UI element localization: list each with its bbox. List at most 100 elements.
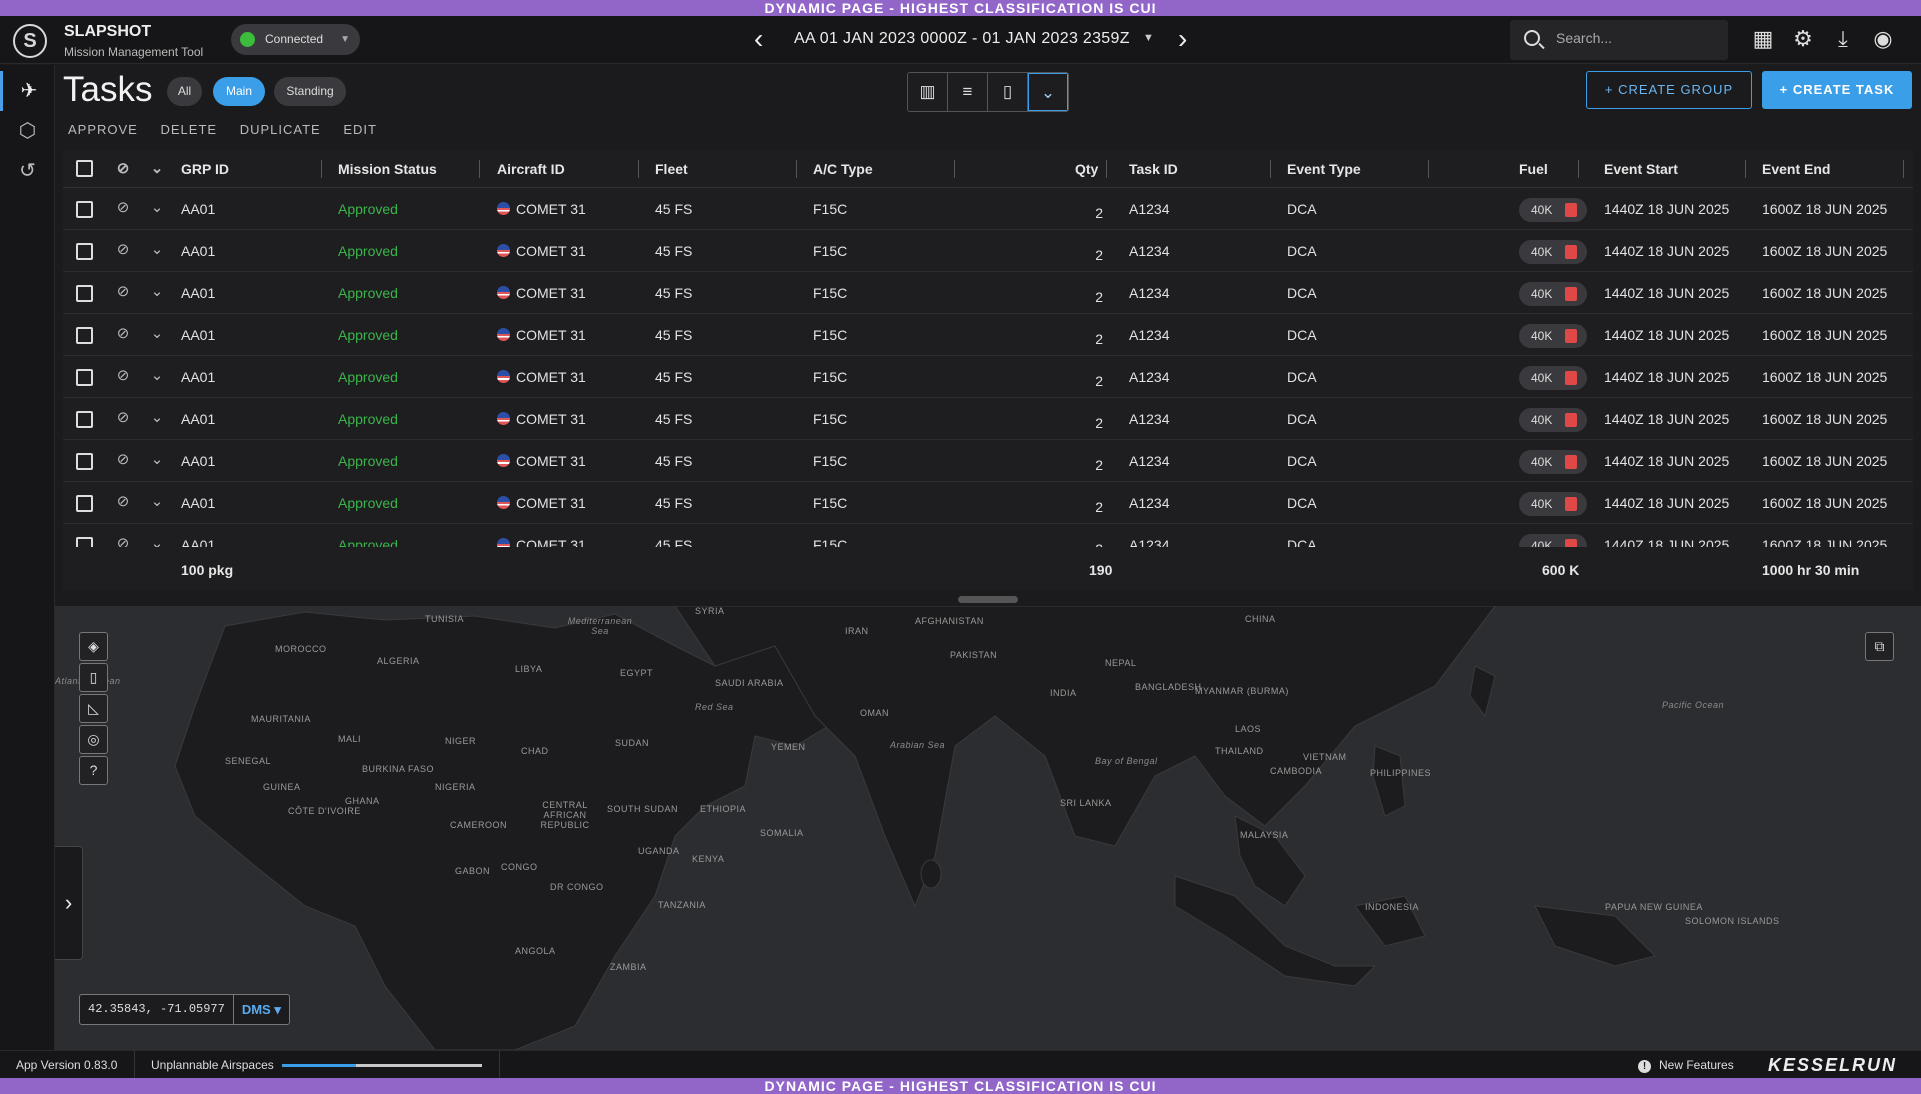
search-input[interactable]	[1556, 30, 1716, 46]
fuel-badge[interactable]: 40K	[1519, 408, 1587, 432]
chevron-down-icon[interactable]: ⌄	[150, 451, 164, 468]
expand-all-icon[interactable]: ⌄	[150, 160, 164, 177]
row-checkbox[interactable]	[76, 369, 93, 386]
no-map-icon[interactable]: ⊘	[116, 283, 130, 300]
table-row[interactable]: ⊘ ⌄ AA01 Approved COMET 31 45 FS F15C 2 A1234 DCA…	[63, 356, 1913, 398]
account-icon[interactable]: ◉	[1873, 26, 1893, 51]
network-icon[interactable]: ⬡	[18, 120, 37, 142]
radar-icon[interactable]: ◎	[79, 725, 108, 754]
date-previous-button[interactable]: ‹	[754, 23, 764, 54]
table-row[interactable]: ⊘ ⌄ AA01 Approved COMET 31 45 FS F15C 2 A1234 DCA…	[63, 314, 1913, 356]
map-view-icon[interactable]: ▯	[988, 73, 1028, 111]
approve-button[interactable]: APPROVE	[68, 122, 138, 137]
col-qty[interactable]: Qty	[1075, 161, 1099, 177]
no-map-icon[interactable]: ⊘	[116, 160, 130, 177]
help-icon[interactable]: ?	[79, 756, 108, 785]
no-map-icon[interactable]: ⊘	[116, 493, 130, 510]
history-icon[interactable]: ↺	[19, 160, 36, 182]
row-checkbox[interactable]	[76, 537, 93, 547]
filter-all[interactable]: All	[167, 77, 202, 106]
table-row[interactable]: ⊘ ⌄ AA01 Approved COMET 31 45 FS F15C 2 A1234 DCA…	[63, 482, 1913, 524]
col-fuel[interactable]: Fuel	[1519, 161, 1548, 177]
filter-main[interactable]: Main	[213, 77, 265, 106]
col-event-end[interactable]: Event End	[1762, 161, 1831, 177]
chevron-down-icon[interactable]: ⌄	[1028, 73, 1068, 111]
filter-standing[interactable]: Standing	[274, 77, 346, 106]
table-row[interactable]: ⊘ ⌄ AA01 Approved COMET 31 45 FS F15C 2 A1234 DCA…	[63, 440, 1913, 482]
expand-drawer-button[interactable]: ›	[55, 846, 83, 960]
row-checkbox[interactable]	[76, 495, 93, 512]
apps-grid-icon[interactable]: ▦	[1752, 26, 1774, 51]
no-map-icon[interactable]: ⊘	[116, 199, 130, 216]
map-icon[interactable]: ▯	[79, 663, 108, 692]
chevron-down-icon[interactable]: ⌄	[150, 283, 164, 300]
date-range-selector[interactable]: AA 01 JAN 2023 0000Z - 01 JAN 2023 2359Z	[794, 30, 1130, 47]
chevron-down-icon[interactable]: ⌄	[150, 241, 164, 258]
row-checkbox[interactable]	[76, 285, 93, 302]
chevron-down-icon[interactable]: ⌄	[150, 325, 164, 342]
row-checkbox[interactable]	[76, 201, 93, 218]
fuel-badge[interactable]: 40K	[1519, 240, 1587, 264]
table-row[interactable]: ⊘ ⌄ AA01 Approved COMET 31 45 FS F15C 2 A1234 DCA…	[63, 188, 1913, 230]
row-checkbox[interactable]	[76, 453, 93, 470]
fuel-pump-icon	[1565, 245, 1577, 259]
chevron-down-icon[interactable]: ⌄	[150, 409, 164, 426]
no-map-icon[interactable]: ⊘	[116, 241, 130, 258]
download-icon[interactable]: ⤓	[1838, 26, 1848, 51]
col-fleet[interactable]: Fleet	[655, 161, 688, 177]
map-panel[interactable]: TUNISIA Mediterranean Sea SYRIA IRAN AFGHANI…	[55, 606, 1921, 1050]
col-task-id[interactable]: Task ID	[1129, 161, 1178, 177]
col-event-start[interactable]: Event Start	[1604, 161, 1678, 177]
connection-status-dropdown[interactable]: Connected ▼	[231, 24, 360, 55]
duplicate-button[interactable]: DUPLICATE	[239, 122, 321, 137]
chevron-down-icon[interactable]: ⌄	[150, 367, 164, 384]
fuel-badge[interactable]: 40K	[1519, 198, 1587, 222]
table-row[interactable]: ⊘ ⌄ AA01 Approved COMET 31 45 FS F15C 2 A1234 DCA…	[63, 524, 1913, 547]
gear-icon[interactable]: ⚙	[1793, 26, 1813, 51]
row-checkbox[interactable]	[76, 243, 93, 260]
chevron-down-icon[interactable]: ⌄	[150, 199, 164, 216]
table-row[interactable]: ⊘ ⌄ AA01 Approved COMET 31 45 FS F15C 2 A1234 DCA…	[63, 398, 1913, 440]
chevron-down-icon[interactable]: ⌄	[150, 493, 164, 510]
row-checkbox[interactable]	[76, 327, 93, 344]
fuel-badge[interactable]: 40K	[1519, 492, 1587, 516]
fuel-badge[interactable]: 40K	[1519, 450, 1587, 474]
layers-icon[interactable]: ◈	[79, 632, 108, 661]
date-next-button[interactable]: ›	[1178, 23, 1188, 54]
row-checkbox[interactable]	[76, 411, 93, 428]
edit-button[interactable]: EDIT	[343, 122, 377, 137]
fuel-badge[interactable]: 40K	[1519, 534, 1587, 547]
table-row[interactable]: ⊘ ⌄ AA01 Approved COMET 31 45 FS F15C 2 A1234 DCA…	[63, 230, 1913, 272]
app-version: App Version 0.83.0	[16, 1058, 118, 1072]
no-map-icon[interactable]: ⊘	[116, 367, 130, 384]
timeline-view-icon[interactable]: ≡	[948, 73, 988, 111]
app-subtitle: Mission Management Tool	[64, 45, 204, 59]
search-box[interactable]	[1510, 20, 1728, 60]
create-task-button[interactable]: + CREATE TASK	[1762, 71, 1912, 109]
table-row[interactable]: ⊘ ⌄ AA01 Approved COMET 31 45 FS F15C 2 A1234 DCA…	[63, 272, 1913, 314]
fuel-badge[interactable]: 40K	[1519, 324, 1587, 348]
col-mission-status[interactable]: Mission Status	[338, 161, 437, 177]
measure-icon[interactable]: ◺	[79, 694, 108, 723]
no-map-icon[interactable]: ⊘	[116, 325, 130, 342]
date-range-caret-icon[interactable]: ▼	[1143, 32, 1154, 44]
new-features-link[interactable]: ! New Features	[1638, 1058, 1734, 1073]
coordinate-format-dropdown[interactable]: DMS ▾	[241, 1002, 281, 1017]
col-grp-id[interactable]: GRP ID	[181, 161, 229, 177]
no-map-icon[interactable]: ⊘	[116, 535, 130, 547]
col-ac-type[interactable]: A/C Type	[813, 161, 873, 177]
fuel-badge[interactable]: 40K	[1519, 366, 1587, 390]
col-event-type[interactable]: Event Type	[1287, 161, 1361, 177]
select-all-checkbox[interactable]	[76, 160, 93, 177]
create-group-button[interactable]: + CREATE GROUP	[1586, 71, 1752, 109]
col-aircraft-id[interactable]: Aircraft ID	[497, 161, 565, 177]
no-map-icon[interactable]: ⊘	[116, 451, 130, 468]
popout-icon[interactable]: ⧉	[1865, 632, 1894, 661]
panel-resize-handle[interactable]	[958, 596, 1018, 603]
delete-button[interactable]: DELETE	[160, 122, 218, 137]
table-view-icon[interactable]: ▥	[908, 73, 948, 111]
fuel-badge[interactable]: 40K	[1519, 282, 1587, 306]
no-map-icon[interactable]: ⊘	[116, 409, 130, 426]
chevron-down-icon[interactable]: ⌄	[150, 535, 164, 547]
aircraft-icon[interactable]: ✈	[0, 71, 55, 111]
